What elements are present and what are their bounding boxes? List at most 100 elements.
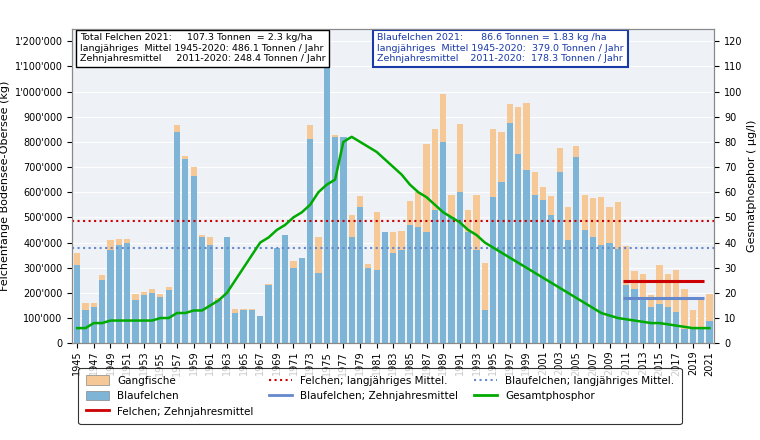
Bar <box>507 104 513 123</box>
Bar <box>149 289 155 293</box>
Bar <box>540 187 546 200</box>
Bar <box>249 311 255 343</box>
Bar <box>157 293 163 297</box>
Bar <box>282 235 288 343</box>
Bar <box>465 210 471 232</box>
Bar <box>99 280 106 343</box>
Bar <box>191 176 197 343</box>
Bar <box>648 307 654 343</box>
Bar <box>457 192 463 343</box>
Bar <box>432 210 438 343</box>
Bar <box>540 200 546 343</box>
Bar <box>556 148 563 172</box>
Bar <box>665 307 671 343</box>
Bar <box>207 238 214 245</box>
Bar <box>107 250 113 343</box>
Bar <box>623 246 629 285</box>
Text: Total Felchen 2021:     107.3 Tonnen  = 2.3 kg/ha
langjähriges  Mittel 1945-2020: Total Felchen 2021: 107.3 Tonnen = 2.3 k… <box>80 33 325 63</box>
Bar <box>74 253 81 265</box>
Bar <box>706 321 713 343</box>
Bar <box>240 309 247 311</box>
Bar <box>90 307 97 343</box>
Bar <box>174 132 180 343</box>
Bar <box>689 311 696 327</box>
Bar <box>349 215 355 238</box>
Bar <box>499 132 505 182</box>
Bar <box>473 250 480 343</box>
Bar <box>149 293 155 343</box>
Bar <box>357 196 363 207</box>
Bar <box>581 230 587 343</box>
Bar <box>515 106 521 154</box>
Bar <box>440 94 446 142</box>
Bar <box>490 197 496 343</box>
Bar <box>598 245 604 343</box>
Bar <box>556 172 563 343</box>
Y-axis label: Gesmatphosphor ( µg/l): Gesmatphosphor ( µg/l) <box>747 120 757 252</box>
Bar <box>398 231 405 250</box>
Bar <box>407 225 413 343</box>
Bar <box>216 298 222 301</box>
Bar <box>232 313 239 343</box>
Bar <box>166 286 172 290</box>
Bar <box>681 330 688 343</box>
Bar <box>116 239 122 245</box>
Bar <box>107 240 113 250</box>
Bar <box>307 139 313 343</box>
Bar <box>465 232 471 343</box>
Bar <box>257 315 263 343</box>
Bar <box>390 253 397 343</box>
Bar <box>332 135 338 137</box>
Bar <box>490 129 496 197</box>
Bar <box>681 289 688 330</box>
Bar <box>340 137 347 343</box>
Bar <box>199 238 205 343</box>
Bar <box>423 232 429 343</box>
Bar <box>415 192 421 227</box>
Bar <box>182 159 188 343</box>
Bar <box>357 207 363 343</box>
Bar <box>315 273 321 343</box>
Bar <box>307 125 313 139</box>
Bar <box>290 268 296 343</box>
Bar <box>199 235 205 238</box>
Bar <box>182 156 188 159</box>
Bar <box>249 309 255 311</box>
Bar <box>632 271 638 289</box>
Bar <box>398 250 405 343</box>
Bar <box>132 294 138 301</box>
Bar <box>116 245 122 343</box>
Bar <box>374 213 380 270</box>
Bar <box>366 268 372 343</box>
Bar <box>482 311 488 343</box>
Bar <box>531 195 538 343</box>
Bar <box>132 301 138 343</box>
Bar <box>573 157 579 343</box>
Bar <box>315 238 321 273</box>
Bar <box>240 311 247 343</box>
Bar <box>299 258 305 343</box>
Bar <box>673 270 679 312</box>
Bar <box>606 207 613 242</box>
Bar <box>632 289 638 343</box>
Bar <box>640 274 646 297</box>
Bar <box>573 146 579 157</box>
Bar <box>673 312 679 343</box>
Bar <box>640 297 646 343</box>
Bar <box>590 198 596 238</box>
Bar <box>90 303 97 307</box>
Bar <box>598 197 604 245</box>
Bar <box>565 207 571 240</box>
Bar <box>374 270 380 343</box>
Bar <box>324 39 330 49</box>
Bar <box>324 49 330 343</box>
Bar <box>82 311 89 343</box>
Bar <box>432 129 438 210</box>
Bar <box>223 238 230 343</box>
Bar <box>448 217 454 343</box>
Bar <box>216 301 222 343</box>
Bar <box>166 290 172 343</box>
Bar <box>290 261 296 268</box>
Bar <box>232 309 239 313</box>
Bar <box>191 167 197 176</box>
